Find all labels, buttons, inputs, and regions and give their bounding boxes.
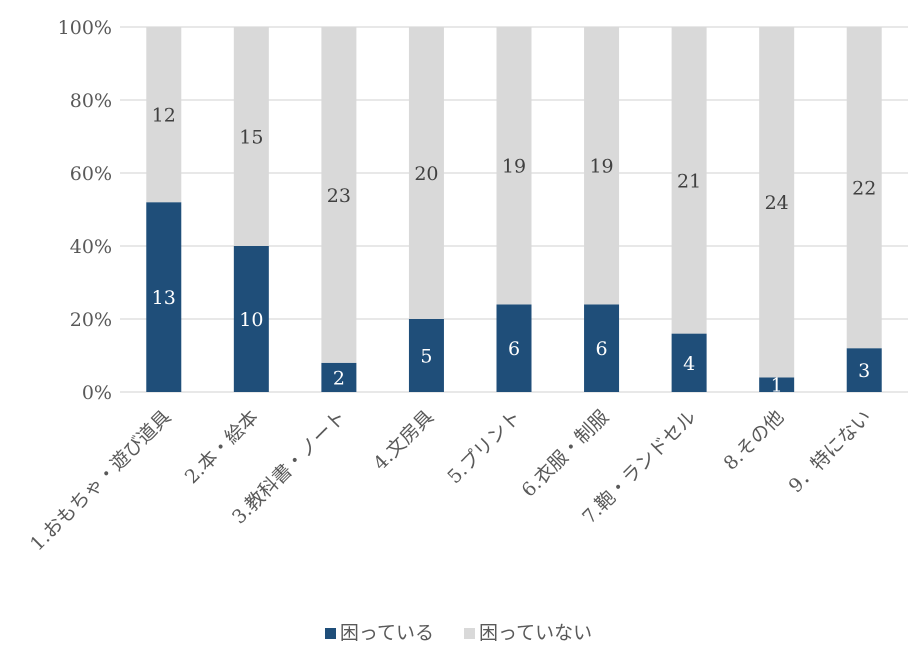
y-tick-label: 100%: [58, 17, 112, 39]
data-label: 2: [333, 367, 345, 389]
bar-segment-not-troubled: [233, 27, 269, 246]
data-label: 10: [239, 309, 263, 331]
bar-segment-troubled: [233, 246, 269, 392]
bar-segment-troubled: [584, 304, 620, 392]
data-label: 6: [596, 338, 608, 360]
bar-segment-troubled: [671, 333, 707, 392]
bar-segment-not-troubled: [846, 27, 882, 349]
data-label: 22: [852, 178, 876, 200]
data-label: 23: [327, 185, 351, 207]
data-label: 1: [771, 375, 783, 397]
bar-segment-troubled: [496, 304, 532, 392]
legend-item-not-troubled: 困っていない: [464, 618, 592, 645]
legend-label-not-troubled: 困っていない: [479, 622, 593, 644]
bar-segment-troubled: [321, 362, 357, 392]
data-label: 19: [502, 156, 526, 178]
data-label: 4: [683, 353, 695, 375]
legend: 困っている 困っていない: [0, 618, 917, 645]
data-label: 20: [414, 163, 438, 185]
data-label: 19: [589, 156, 613, 178]
bar-segment-not-troubled: [759, 27, 795, 378]
y-tick-label: 60%: [70, 163, 112, 185]
bar-segment-troubled: [146, 202, 182, 392]
x-tick-label: 6.衣服・制服: [518, 406, 614, 502]
y-tick-label: 80%: [70, 90, 112, 112]
bar-segment-not-troubled: [671, 27, 707, 334]
bars: 13 12 10 15 2 23 5 20 6 19 6 19 4 21 1 24 3 22: [146, 27, 882, 397]
bar-segment-troubled: [408, 319, 444, 392]
data-label: 6: [508, 338, 520, 360]
bar-segment-troubled: [846, 348, 882, 392]
y-tick-label: 20%: [70, 309, 112, 331]
legend-item-troubled: 困っている: [324, 618, 434, 645]
legend-label-troubled: 困っている: [339, 622, 434, 644]
stacked-bar-chart: 0%20%40%60%80%100% 131210152235206196194…: [26, 17, 908, 555]
x-tick-label: 2.本・絵本: [181, 406, 263, 488]
x-axis: 1.おもちゃ・遊び道具 2.本・絵本3.教科書・ノート 4.文房具 5.プリント6.衣…: [26, 406, 876, 555]
bar-segment-not-troubled: [146, 27, 182, 203]
data-label: 3: [858, 360, 870, 382]
data-label: 13: [152, 287, 176, 309]
x-tick-label: 5.プリント: [443, 406, 525, 488]
x-tick-label: 8.その他: [720, 406, 789, 475]
y-tick-label: 40%: [70, 236, 112, 258]
bar-segment-not-troubled: [408, 27, 444, 319]
bar-segment-not-troubled: [496, 27, 532, 305]
data-label: 12: [152, 105, 176, 127]
y-axis: 0% 20% 40% 60% 80% 100%: [58, 17, 112, 404]
data-label: 5: [420, 346, 432, 368]
legend-swatch-troubled: [324, 628, 336, 639]
x-tick-label: 4.文房具: [369, 406, 438, 475]
data-label: 24: [765, 192, 789, 214]
y-tick-label: 0%: [82, 382, 112, 404]
bar-segment-not-troubled: [321, 27, 357, 363]
x-tick-label: 1.おもちゃ・遊び道具: [26, 406, 175, 555]
data-label: 15: [239, 127, 263, 149]
bar-segment-troubled: [759, 377, 795, 392]
legend-swatch-not-troubled: [464, 628, 476, 639]
data-label: 21: [677, 170, 701, 192]
bar-segment-not-troubled: [584, 27, 620, 305]
x-tick-label: 9．特にない: [784, 406, 875, 497]
